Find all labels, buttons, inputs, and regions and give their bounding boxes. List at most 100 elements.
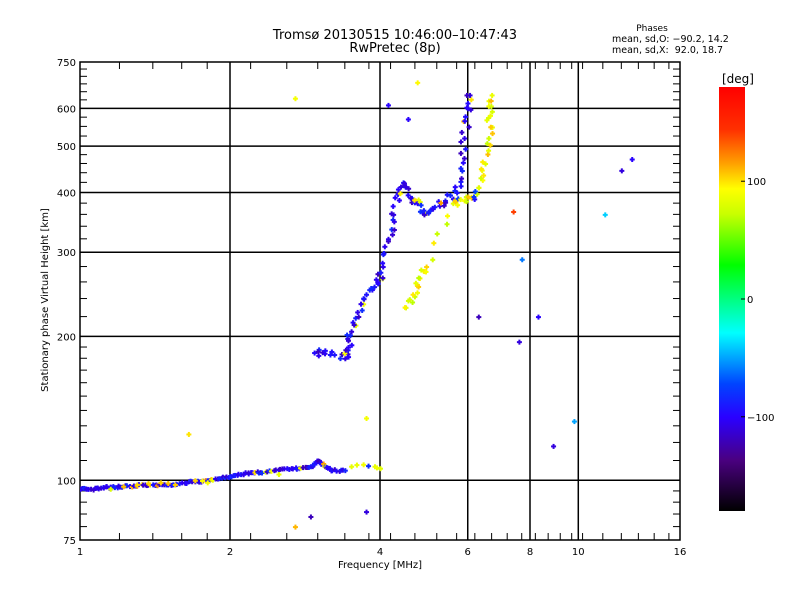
data-point: [124, 483, 130, 489]
data-point: [378, 270, 384, 276]
data-point: [430, 257, 436, 263]
data-point: [405, 298, 411, 304]
x-tick-label: 1: [77, 547, 83, 558]
data-point: [349, 329, 355, 335]
data-point: [490, 131, 496, 137]
data-point: [486, 115, 492, 121]
data-point: [320, 350, 326, 356]
data-point: [412, 197, 418, 203]
data-point: [447, 193, 453, 199]
data-point: [108, 486, 114, 492]
data-point: [416, 275, 422, 281]
data-point: [462, 136, 468, 142]
data-point: [205, 480, 211, 486]
data-point: [390, 232, 396, 238]
data-point: [390, 217, 396, 223]
data-point: [571, 419, 577, 425]
data-point: [437, 203, 443, 209]
data-point: [199, 478, 205, 484]
data-point: [216, 476, 222, 482]
x-tick-label: 8: [527, 547, 533, 558]
data-point: [455, 202, 461, 208]
data-point: [342, 350, 348, 356]
data-point: [147, 482, 153, 488]
data-point: [401, 181, 407, 187]
data-point: [417, 199, 423, 205]
y-tick-label: 750: [57, 58, 76, 69]
data-point: [478, 166, 484, 172]
data-point: [300, 465, 306, 471]
data-point: [434, 231, 440, 237]
y-tick-label: 500: [57, 142, 76, 153]
data-point: [476, 314, 482, 320]
data-point: [349, 342, 355, 348]
data-point: [232, 472, 238, 478]
colorbar: [719, 87, 745, 511]
data-point: [312, 350, 318, 356]
data-point: [408, 195, 414, 201]
data-point: [235, 471, 241, 477]
data-point: [405, 116, 411, 122]
data-point: [407, 297, 413, 303]
data-point: [315, 349, 321, 355]
data-point: [418, 267, 424, 273]
data-point: [241, 472, 247, 478]
data-point: [380, 260, 386, 266]
data-point: [350, 320, 356, 326]
data-point: [380, 264, 386, 270]
data-point: [344, 332, 350, 338]
data-point: [382, 244, 388, 250]
y-tick-label: 300: [57, 248, 76, 259]
data-point: [342, 468, 348, 474]
data-point: [462, 118, 468, 124]
data-point: [452, 184, 458, 190]
data-point: [155, 483, 161, 489]
data-point: [417, 209, 423, 215]
data-point: [443, 200, 449, 206]
data-point: [480, 159, 486, 165]
x-tick-label: 6: [465, 547, 471, 558]
data-point: [364, 292, 370, 298]
y-axis-label: Stationary phase Virtual Height [km]: [40, 208, 51, 392]
data-point: [183, 480, 189, 486]
data-point: [458, 150, 464, 156]
x-axis-label: Frequency [MHz]: [338, 560, 422, 571]
data-point: [322, 348, 328, 354]
data-point: [602, 212, 608, 218]
y-axis-ticks: 75 100 200 300 400 500 600 750: [57, 58, 76, 547]
data-point: [364, 415, 370, 421]
data-point: [464, 92, 470, 98]
plot-frame: [79, 61, 681, 541]
data-point: [484, 141, 490, 147]
data-point: [374, 465, 380, 471]
data-point: [347, 332, 353, 338]
data-point: [329, 468, 335, 474]
data-point: [361, 301, 367, 307]
data-point: [355, 309, 361, 315]
data-point: [412, 294, 418, 300]
data-point: [310, 463, 316, 469]
data-point: [397, 191, 403, 197]
data-point: [458, 179, 464, 185]
data-point: [450, 196, 456, 202]
data-point: [389, 227, 395, 233]
data-point: [396, 197, 402, 203]
data-point: [134, 482, 140, 488]
data-point: [441, 203, 447, 209]
data-point: [238, 472, 244, 478]
data-point: [472, 189, 478, 195]
data-point: [464, 199, 470, 205]
y-tick-label: 75: [63, 536, 76, 547]
data-point: [106, 485, 112, 491]
data-point: [465, 101, 471, 107]
data-point: [165, 481, 171, 487]
data-point: [298, 465, 304, 471]
data-point: [329, 349, 335, 355]
data-point: [367, 287, 373, 293]
data-point: [373, 277, 379, 283]
data-point: [464, 105, 470, 111]
data-point: [487, 142, 493, 148]
data-point: [453, 197, 459, 203]
data-point: [332, 352, 338, 358]
data-point: [158, 480, 164, 486]
